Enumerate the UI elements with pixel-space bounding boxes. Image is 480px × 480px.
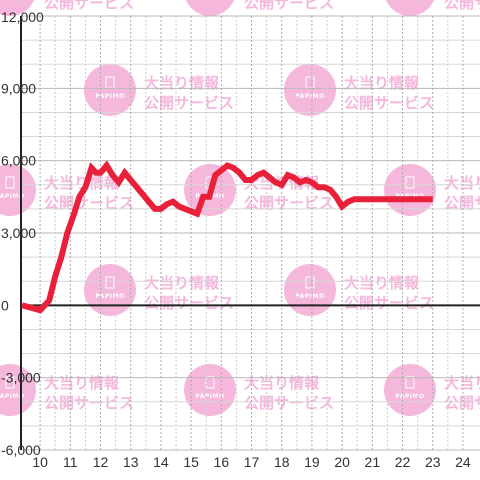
watermark-logo-icon	[186, 0, 234, 16]
x-tick-label: 12	[93, 454, 109, 470]
x-tick-label: 16	[214, 454, 230, 470]
watermark-line1: 大当り情報	[444, 174, 480, 192]
y-tick-label: 6,000	[1, 153, 36, 169]
y-tick-label: 0	[1, 297, 9, 313]
watermark-line1: 大当り情報	[44, 374, 120, 392]
axes	[20, 16, 480, 450]
x-tick-label: 15	[183, 454, 199, 470]
watermark-device-icon	[5, 376, 15, 389]
watermark-line2: 公開サービス	[44, 0, 134, 12]
x-tick-label: 14	[153, 454, 169, 470]
watermark-logo-text: PAPIMO	[295, 93, 324, 100]
watermark-device-icon	[105, 276, 115, 289]
watermark-layer: PAPIMO大当り情報公開サービスPAPIMO大当り情報公開サービスPAPIMO…	[0, 0, 480, 416]
watermark-line2: 公開サービス	[444, 0, 480, 12]
watermark-line2: 公開サービス	[144, 294, 234, 312]
watermark-logo-text: PAPIMO	[0, 193, 25, 200]
series-line-0	[21, 160, 433, 314]
watermark-line2: 公開サービス	[344, 294, 434, 312]
watermark-line1: 大当り情報	[144, 74, 220, 92]
x-tick-label: 11	[63, 454, 78, 470]
watermark-device-icon	[205, 376, 215, 389]
watermark-device-icon	[305, 276, 315, 289]
y-tick-label: -3,000	[1, 370, 41, 386]
watermark-logo-icon	[284, 264, 336, 316]
watermark-line2: 公開サービス	[244, 0, 334, 12]
grid-lines	[21, 15, 480, 451]
watermark-line2: 公開サービス	[144, 94, 234, 112]
watermark-line2: 公開サービス	[244, 194, 334, 212]
y-tick-label: 3,000	[1, 225, 36, 241]
x-tick-label: 13	[123, 454, 139, 470]
watermark-logo-icon	[84, 264, 136, 316]
watermark-logo-text: PAPIMO	[195, 393, 224, 400]
x-tick-label: 10	[32, 454, 48, 470]
watermark-logo-text: PAPIMO	[95, 293, 124, 300]
watermark-logo-icon	[184, 364, 236, 416]
watermark-line1: 大当り情報	[444, 374, 480, 392]
watermark-logo-icon	[384, 164, 436, 216]
watermark-logo-icon	[0, 164, 36, 216]
watermark-logo-icon	[386, 0, 434, 16]
x-tick-label: 19	[304, 454, 320, 470]
watermark-line2: 公開サービス	[244, 394, 334, 412]
watermark-line1: 大当り情報	[344, 274, 420, 292]
watermark-line2: 公開サービス	[344, 94, 434, 112]
x-tick-label: 20	[334, 454, 350, 470]
watermark-device-icon	[405, 176, 415, 189]
y-tick-label: -6,000	[1, 442, 41, 458]
watermark-logo-icon	[284, 64, 336, 116]
watermark-line1: 大当り情報	[244, 374, 320, 392]
watermark-line1: 大当り情報	[344, 74, 420, 92]
y-tick-label: 12,000	[1, 9, 44, 25]
x-tick-label: 22	[395, 454, 411, 470]
x-tick-label: 21	[365, 454, 381, 470]
watermark-device-icon	[405, 376, 415, 389]
watermark-line2: 公開サービス	[44, 194, 134, 212]
watermark-logo-icon	[84, 64, 136, 116]
y-tick-label: 9,000	[1, 80, 36, 96]
watermark-logo-text: PAPIMO	[295, 293, 324, 300]
x-tick-label: 17	[244, 454, 260, 470]
x-tick-label: 24	[455, 454, 471, 470]
watermark-logo-icon	[0, 0, 34, 16]
watermark-line2: 公開サービス	[444, 194, 480, 212]
x-tick-label: 18	[274, 454, 290, 470]
watermark-line2: 公開サービス	[44, 394, 134, 412]
watermark-logo-text: PAPIMO	[395, 393, 424, 400]
watermark-device-icon	[5, 176, 15, 189]
x-tick-label: 23	[425, 454, 441, 470]
watermark-line1: 大当り情報	[144, 274, 220, 292]
watermark-logo-text: PAPIMO	[95, 93, 124, 100]
series-layer	[21, 160, 433, 314]
watermark-line1: 大当り情報	[44, 174, 120, 192]
watermark-logo-icon	[384, 364, 436, 416]
watermark-logo-text: PAPIMO	[0, 393, 25, 400]
watermark-line2: 公開サービス	[444, 394, 480, 412]
